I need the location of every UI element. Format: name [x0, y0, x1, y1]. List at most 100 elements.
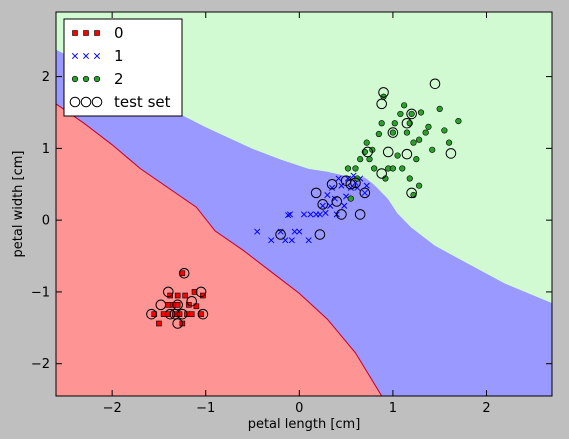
- point-series-test-set: [172, 318, 183, 329]
- point-series-test-set: [345, 178, 357, 190]
- point-series-2: [344, 165, 352, 172]
- point-series-1: [286, 211, 294, 218]
- point-series-2: [391, 120, 398, 127]
- point-series-1: [329, 184, 336, 191]
- x-tick-label: 0: [295, 401, 303, 416]
- point-series-test-set: [401, 148, 413, 160]
- point-series-test-set: [310, 187, 322, 199]
- point-series-2: [422, 129, 429, 136]
- point-series-0: [179, 270, 186, 277]
- y-tick-label: 1: [42, 142, 50, 157]
- point-series-2: [455, 117, 462, 125]
- y-tick-label: 0: [42, 214, 50, 229]
- point-series-test-set: [382, 146, 394, 158]
- point-series-test-set: [195, 286, 207, 298]
- point-series-1: [296, 228, 303, 235]
- point-series-test-set: [387, 127, 399, 138]
- point-series-test-set: [169, 308, 181, 320]
- point-series-0: [188, 311, 195, 317]
- legend-marker-2: [93, 75, 101, 83]
- legend-marker-1: [82, 52, 90, 60]
- scatter-points: [146, 78, 462, 329]
- axis-ticks: −2 −1 0 1 2 −2 −1 0 1 2: [31, 12, 552, 416]
- point-series-1: [291, 228, 298, 235]
- x-axis-label: petal length [cm]: [248, 417, 361, 432]
- point-series-0: [174, 302, 181, 308]
- point-series-2: [445, 139, 453, 146]
- point-series-test-set: [359, 187, 371, 199]
- plot-frame: [55, 11, 553, 397]
- x-tick-label: −1: [196, 401, 215, 416]
- legend-label: 0: [114, 24, 124, 42]
- point-series-test-set: [406, 108, 417, 120]
- point-series-2: [401, 102, 408, 109]
- point-series-1: [288, 237, 295, 244]
- point-series-test-set: [172, 299, 183, 311]
- point-series-1: [344, 175, 352, 182]
- point-series-0: [165, 302, 172, 308]
- y-tick-label: 2: [42, 70, 50, 85]
- point-series-1: [363, 182, 370, 189]
- legend-marker-2: [71, 75, 79, 83]
- point-series-0: [200, 292, 206, 299]
- legend-marker-test-set: [80, 96, 92, 108]
- point-series-2: [394, 152, 401, 159]
- y-tick-label: −2: [31, 357, 50, 372]
- point-series-2: [397, 110, 404, 118]
- legend-marker-2: [82, 75, 90, 83]
- legend-marker-1: [71, 52, 79, 60]
- point-series-test-set: [163, 286, 174, 298]
- point-series-test-set: [178, 267, 190, 279]
- point-series-test-set: [317, 199, 329, 210]
- point-series-test-set: [275, 229, 286, 240]
- point-series-2: [410, 139, 417, 146]
- point-series-test-set: [197, 308, 209, 320]
- point-series-2: [375, 130, 382, 138]
- point-series-1: [319, 202, 326, 209]
- point-series-2: [416, 182, 423, 189]
- point-series-test-set: [155, 299, 167, 311]
- point-series-2: [352, 165, 359, 172]
- point-series-1: [254, 228, 261, 235]
- legend-marker-1: [93, 52, 101, 60]
- legend-label: 1: [114, 47, 124, 65]
- point-series-test-set: [378, 87, 389, 98]
- point-series-2: [425, 123, 432, 130]
- point-series-2: [347, 195, 354, 202]
- point-series-2: [416, 136, 423, 143]
- point-series-1: [285, 212, 292, 219]
- point-series-2: [417, 109, 425, 116]
- point-series-2: [406, 175, 413, 182]
- x-tick-label: −2: [103, 401, 122, 416]
- point-series-test-set: [406, 187, 417, 199]
- point-series-2: [413, 156, 420, 163]
- point-series-test-set: [362, 146, 373, 158]
- point-series-test-set: [376, 168, 387, 179]
- point-series-test-set: [429, 78, 441, 90]
- point-series-2: [357, 156, 364, 163]
- point-series-2: [403, 129, 411, 136]
- point-series-test-set: [177, 308, 188, 320]
- point-series-0: [182, 292, 188, 299]
- point-series-2: [399, 165, 406, 172]
- point-series-test-set: [186, 295, 197, 307]
- point-series-1: [300, 211, 308, 218]
- point-series-0: [174, 292, 181, 299]
- point-series-0: [191, 289, 198, 295]
- point-series-1: [307, 211, 314, 218]
- x-tick-label: 1: [389, 401, 397, 416]
- point-series-1: [327, 202, 334, 209]
- point-series-0: [198, 311, 204, 317]
- point-series-1: [268, 237, 275, 244]
- point-series-2: [429, 146, 436, 153]
- point-series-1: [361, 189, 368, 196]
- point-series-test-set: [146, 308, 157, 320]
- point-series-1: [335, 175, 342, 182]
- legend-marker-0: [72, 30, 78, 36]
- point-series-1: [322, 209, 329, 217]
- legend-marker-0: [83, 30, 89, 36]
- point-series-0: [167, 292, 173, 299]
- point-series-0: [156, 320, 162, 327]
- legend-label: test set: [114, 93, 171, 111]
